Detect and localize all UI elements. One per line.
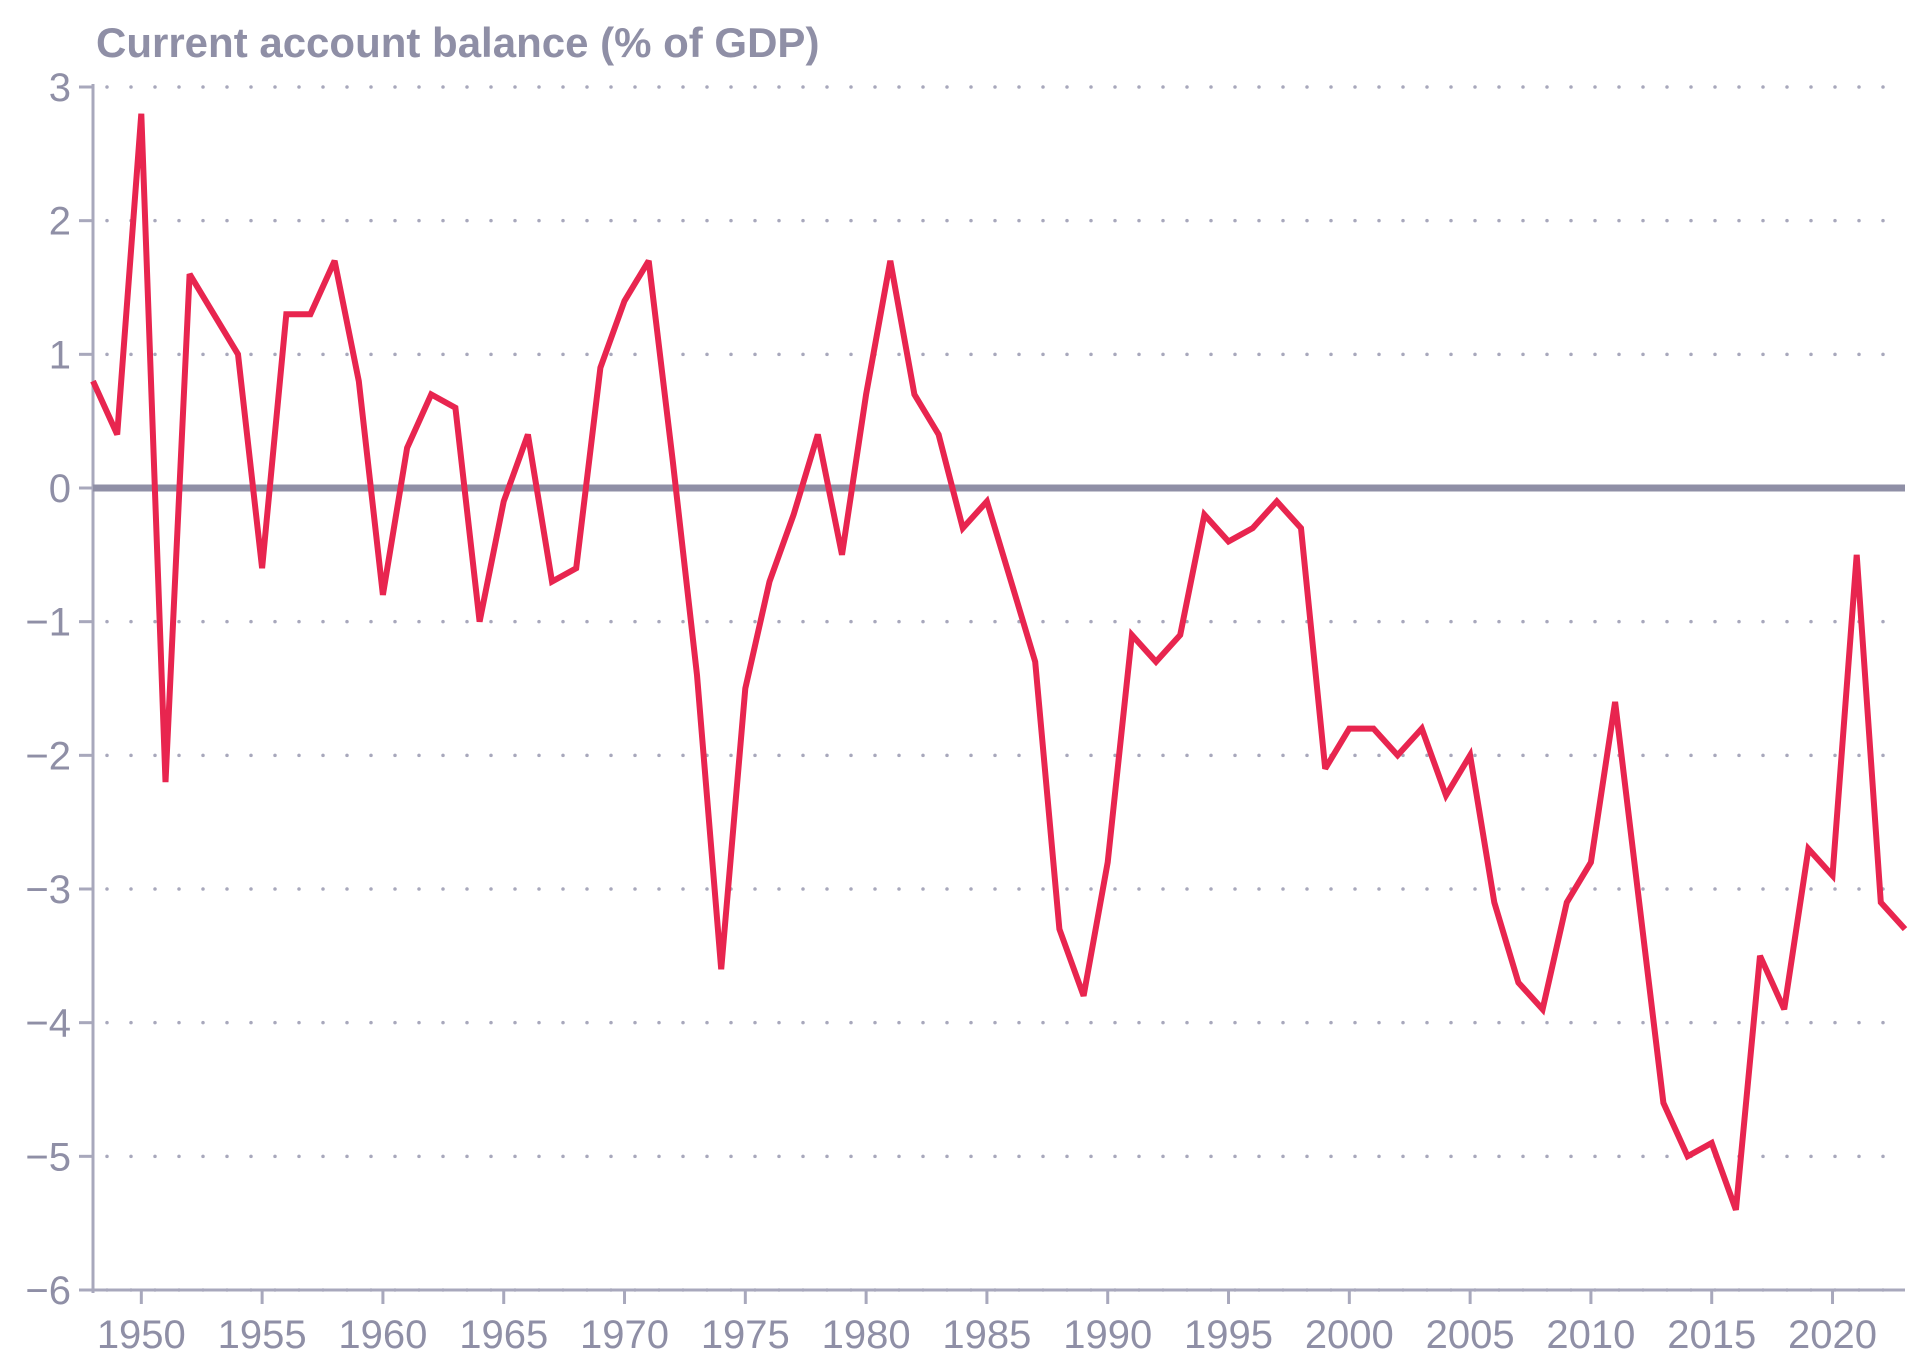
y-tick-label: −5 [25, 1135, 71, 1179]
x-tick-label: 1965 [459, 1313, 548, 1357]
x-tick-label: 2005 [1426, 1313, 1515, 1357]
x-tick-label: 2020 [1788, 1313, 1877, 1357]
y-tick-label: 3 [49, 66, 71, 110]
tick-labels: 1950 1955 1960 1965 1970 1975 1980 1985 1990 1995… [25, 66, 1877, 1357]
x-tick-label: 2000 [1305, 1313, 1394, 1357]
chart-title: Current account balance (% of GDP) [96, 19, 819, 66]
y-tick-label: −1 [25, 601, 71, 645]
y-tick-label: −6 [25, 1269, 71, 1313]
x-tick-label: 1995 [1184, 1313, 1273, 1357]
x-tick-label: 1990 [1063, 1313, 1152, 1357]
x-tick-label: 1975 [701, 1313, 790, 1357]
y-tick-label: 1 [49, 333, 71, 377]
y-tick-label: 0 [49, 467, 71, 511]
y-tick-label: −3 [25, 868, 71, 912]
x-tick-label: 1980 [822, 1313, 911, 1357]
axes [79, 84, 1905, 1304]
x-tick-label: 1960 [338, 1313, 427, 1357]
x-tick-label: 1985 [942, 1313, 1031, 1357]
x-tick-label: 1950 [97, 1313, 186, 1357]
x-tick-label: 2015 [1667, 1313, 1756, 1357]
y-tick-label: −2 [25, 734, 71, 778]
x-tick-label: 1955 [218, 1313, 307, 1357]
x-tick-label: 2010 [1546, 1313, 1635, 1357]
series-layer [90, 113, 1908, 1211]
series-line [90, 113, 1908, 1211]
y-tick-label: 2 [49, 200, 71, 244]
gridlines [105, 85, 1887, 1292]
y-tick-label: −4 [25, 1002, 71, 1046]
x-tick-label: 1970 [580, 1313, 669, 1357]
